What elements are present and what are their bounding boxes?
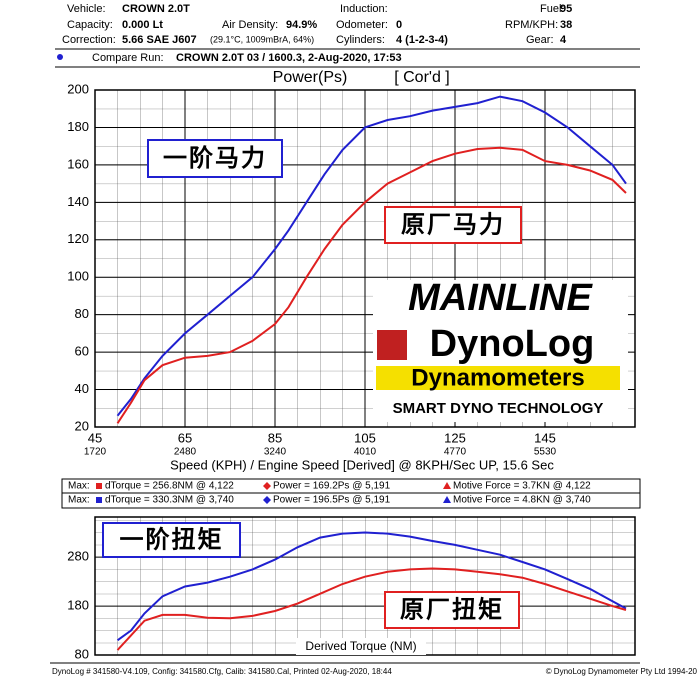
header-label: Compare Run: (92, 52, 164, 64)
y-tick-label: 120 (67, 231, 89, 246)
chart-title: Derived Torque (NM) (305, 639, 416, 653)
max-item: dTorque = 330.3NM @ 3,740 (105, 495, 234, 506)
annotation-box (147, 139, 283, 178)
symbol (443, 482, 451, 489)
annotation: 原厂马力 (401, 211, 505, 238)
annotation-box (384, 591, 520, 629)
y-tick-label: 100 (67, 269, 89, 284)
y-tick-label: 80 (75, 306, 89, 321)
annotation-box (102, 522, 241, 558)
header-value: 38 (560, 19, 572, 31)
logo-bg (373, 280, 628, 422)
chart-title: Power(Ps) (273, 69, 348, 86)
logo-product: DynoLog (430, 323, 595, 365)
rpm-label: 2480 (174, 447, 197, 458)
symbol (263, 496, 271, 504)
header-value: 0 (396, 19, 402, 31)
rpm-label: 1720 (84, 447, 107, 458)
y-tick-label: 180 (67, 598, 89, 613)
y-tick-label: 80 (75, 646, 89, 661)
series-line (116, 95, 627, 417)
chart-subtitle: [ Cor'd ] (394, 69, 450, 86)
x-tick-label: 145 (534, 430, 556, 445)
y-tick-label: 280 (67, 549, 89, 564)
y-tick-label: 140 (67, 194, 89, 209)
max-label: Max: (68, 481, 90, 492)
header-label: Cylinders: (336, 34, 385, 46)
y-tick-label: 180 (67, 119, 89, 134)
x-tick-label: 105 (354, 430, 376, 445)
rpm-label: 4010 (354, 447, 377, 458)
annotation: 一阶扭矩 (120, 525, 224, 553)
y-tick-label: 20 (75, 418, 89, 433)
symbol (263, 482, 271, 490)
symbol (443, 496, 451, 503)
max-item: Power = 196.5Ps @ 5,191 (273, 495, 391, 506)
header-value: 5.66 SAE J607 (122, 34, 197, 46)
header-value: CROWN 2.0T 03 / 1600.3, 2-Aug-2020, 17:5… (176, 52, 402, 64)
logo-slogan: SMART DYNO TECHNOLOGY (393, 400, 604, 417)
logo-band (376, 366, 620, 390)
y-tick-label: 200 (67, 81, 89, 96)
y-tick-label: 40 (75, 381, 89, 396)
max-label: Max: (68, 495, 90, 506)
max-item: Motive Force = 4.8KN @ 3,740 (453, 495, 591, 506)
rpm-label: 4770 (444, 447, 467, 458)
header-value: CROWN 2.0T (122, 3, 190, 15)
series-line (116, 567, 627, 651)
x-tick-label: 85 (268, 430, 282, 445)
rpm-label: 3240 (264, 447, 287, 458)
series-line (116, 146, 627, 424)
symbol (96, 497, 102, 503)
header-label: Fuel: (540, 3, 564, 15)
logo-brand: MAINLINE (408, 277, 593, 319)
y-tick-label: 160 (67, 156, 89, 171)
x-axis-label: Speed (KPH) / Engine Speed [Derived] @ 8… (170, 457, 554, 472)
plot-frame (94, 89, 636, 428)
header-label: RPM/KPH: (505, 19, 558, 31)
logo-line: Dynamometers (411, 364, 584, 391)
header-label: Air Density: (222, 19, 278, 31)
header-value: 94.9% (286, 19, 317, 31)
series-line (116, 531, 627, 642)
annotation-box (384, 206, 522, 244)
rpm-label: 5530 (534, 447, 557, 458)
label-bg (296, 638, 426, 655)
header-value: 95 (560, 3, 572, 15)
header-label: Correction: (62, 34, 116, 46)
x-tick-label: 125 (444, 430, 466, 445)
header-value: 4 (560, 34, 567, 46)
y-tick-label: 60 (75, 344, 89, 359)
max-item: Motive Force = 3.7KN @ 4,122 (453, 481, 591, 492)
annotation: 一阶马力 (163, 144, 267, 172)
header-label: Induction: (340, 3, 388, 15)
x-tick-label: 65 (178, 430, 192, 445)
footer-left: DynoLog # 341580-V4.109, Config: 341580.… (52, 667, 392, 676)
compare-dot (57, 54, 63, 60)
header-label: Odometer: (336, 19, 388, 31)
max-item: Power = 169.2Ps @ 5,191 (273, 481, 391, 492)
header-value: 0.000 Lt (122, 19, 163, 31)
header-label: Capacity: (67, 19, 113, 31)
x-tick-label: 45 (88, 430, 102, 445)
logo-d (377, 330, 407, 360)
header-label: (29.1°C, 1009mBrA, 64%) (210, 34, 314, 44)
max-item: dTorque = 256.8NM @ 4,122 (105, 481, 234, 492)
footer-right: © DynoLog Dynamometer Pty Ltd 1994-20 (546, 667, 698, 676)
header-label: Gear: (526, 34, 554, 46)
header-value: 4 (1-2-3-4) (396, 34, 448, 46)
header-label: Vehicle: (67, 3, 106, 15)
annotation: 原厂扭矩 (400, 595, 504, 623)
symbol (96, 483, 102, 489)
